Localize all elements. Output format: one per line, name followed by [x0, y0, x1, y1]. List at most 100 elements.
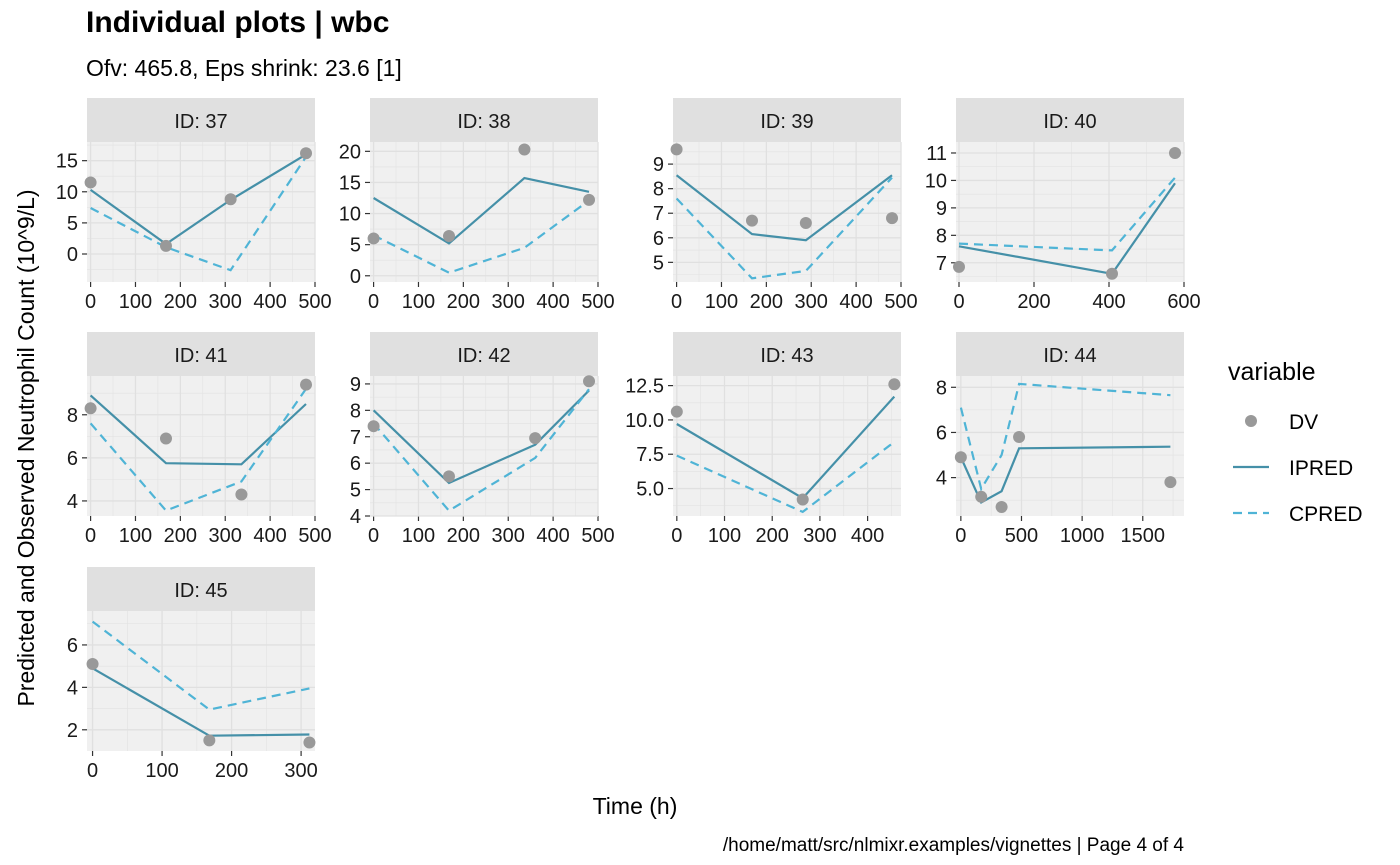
cpred-line [89, 388, 307, 512]
caption: /home/matt/src/nlmixr.examples/vignettes… [723, 835, 1185, 856]
facet-strip-label: ID: 42 [457, 345, 510, 367]
dv-point [442, 229, 455, 242]
y-tick-label: 2 [67, 720, 78, 742]
y-axis-label: Predicted and Observed Neutrophil Count … [13, 189, 39, 706]
facet-strip-label: ID: 37 [174, 111, 227, 133]
x-axis-label: Time (h) [593, 793, 678, 819]
dv-point [159, 239, 172, 252]
x-tick-label: 0 [953, 291, 964, 313]
facet-panel: ID: 45 0 100 200 300 2 4 6 [67, 567, 318, 782]
dv-point [953, 260, 965, 273]
y-tick-label: 15 [56, 151, 78, 173]
dv-point [1169, 146, 1181, 159]
y-tick-label: 7 [653, 203, 664, 225]
legend-label: DV [1289, 411, 1318, 434]
x-tick-label: 0 [368, 291, 379, 313]
y-tick-label: 7 [350, 427, 361, 449]
ipred-line [372, 389, 590, 485]
dv-point [367, 232, 380, 245]
dv-point [886, 212, 899, 225]
legend-label: IPRED [1289, 457, 1353, 480]
x-tick-label: 200 [447, 525, 480, 547]
dv-point [995, 500, 1008, 513]
dv-point [975, 490, 988, 503]
x-tick-label: 100 [708, 525, 741, 547]
cpred-line [958, 176, 1176, 252]
x-tick-label: 200 [164, 291, 197, 313]
ipred-line [89, 153, 307, 246]
x-tick-label: 500 [1005, 525, 1038, 547]
cpred-line [676, 441, 895, 514]
y-tick-label: 0 [350, 266, 361, 288]
x-tick-label: 200 [164, 525, 197, 547]
y-tick-label: 7.5 [636, 444, 664, 466]
panel-background [87, 611, 315, 751]
panel-data [373, 176, 590, 274]
x-tick-label: 1500 [1121, 525, 1166, 547]
x-tick-label: 1000 [1060, 525, 1105, 547]
y-tick-label: 10 [925, 170, 947, 192]
facet-strip [370, 98, 598, 142]
x-tick-label: 400 [536, 525, 569, 547]
panel-background [673, 376, 901, 516]
legend-item-dv: DV [1245, 411, 1318, 434]
x-tick-label: 300 [795, 291, 828, 313]
cpred-line [959, 382, 1171, 492]
x-tick-label: 500 [581, 291, 614, 313]
x-tick-label: 400 [1092, 291, 1125, 313]
y-tick-label: 20 [339, 141, 361, 163]
facet-strip-label: ID: 39 [760, 111, 813, 133]
dv-point [442, 470, 455, 483]
legend-key-point [1245, 415, 1257, 427]
panel-data [675, 174, 893, 280]
dv-point [670, 405, 683, 418]
dv-point [888, 378, 901, 391]
dv-point [86, 658, 99, 671]
x-tick-label: 400 [851, 525, 884, 547]
y-tick-label: 4 [67, 491, 78, 513]
facet-strip [87, 567, 315, 611]
x-tick-label: 500 [884, 291, 917, 313]
panel-background [673, 142, 901, 282]
x-tick-label: 400 [839, 291, 872, 313]
ipred-line [959, 445, 1171, 505]
y-tick-label: 10.0 [625, 410, 664, 432]
facet-strip-label: ID: 43 [760, 345, 813, 367]
dv-point [84, 176, 97, 189]
panel-data [89, 388, 307, 512]
facet-strip-label: ID: 41 [174, 345, 227, 367]
x-tick-label: 0 [955, 525, 966, 547]
x-tick-label: 400 [253, 291, 286, 313]
x-tick-label: 300 [209, 291, 242, 313]
x-tick-label: 300 [284, 760, 317, 782]
legend-item-cpred: CPRED [1233, 503, 1363, 526]
y-tick-label: 12.5 [625, 376, 664, 398]
facet-strip [956, 98, 1184, 142]
legend-label: CPRED [1289, 503, 1363, 526]
dv-point [799, 217, 812, 230]
dv-point [84, 402, 97, 415]
y-tick-label: 0 [67, 244, 78, 266]
facet-strip-label: ID: 44 [1043, 345, 1096, 367]
chart-title: Individual plots | wbc [86, 6, 389, 39]
dv-point [224, 193, 237, 206]
facet-panel: ID: 40 0 200 400 600 7 8 9 10 11 [925, 98, 1201, 313]
dv-point [300, 378, 313, 391]
facet-strip [956, 332, 1184, 376]
panel-background [956, 142, 1184, 282]
x-tick-label: 0 [671, 291, 682, 313]
dv-point [159, 432, 172, 445]
y-tick-label: 8 [936, 225, 947, 247]
chart-subtitle: Ofv: 465.8, Eps shrink: 23.6 [1] [86, 55, 402, 81]
dv-point [745, 214, 758, 227]
y-tick-label: 15 [339, 172, 361, 194]
x-tick-label: 400 [536, 291, 569, 313]
legend-title: variable [1228, 358, 1316, 386]
x-tick-label: 100 [402, 291, 435, 313]
panel-data [959, 382, 1171, 505]
y-tick-label: 7 [936, 253, 947, 275]
y-tick-label: 5 [67, 213, 78, 235]
x-tick-label: 300 [492, 525, 525, 547]
facet-panel: ID: 38 0 100 200 300 400 500 0 5 10 15 20 [339, 98, 615, 313]
y-tick-label: 9 [936, 198, 947, 220]
